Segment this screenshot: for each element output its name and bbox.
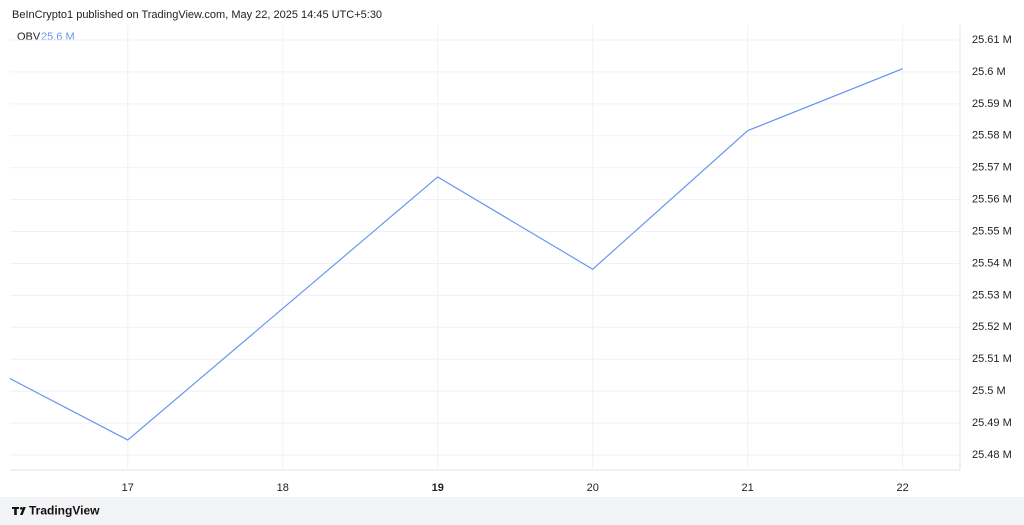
y-tick-label: 25.52 M bbox=[972, 321, 1012, 333]
legend-name: OBV bbox=[17, 31, 41, 43]
x-tick-label: 20 bbox=[587, 482, 599, 494]
plot bbox=[10, 68, 903, 441]
x-tick-label: 19 bbox=[432, 482, 444, 494]
y-tick-label: 25.54 M bbox=[972, 257, 1012, 269]
y-tick-label: 25.49 M bbox=[972, 417, 1012, 429]
y-tick-label: 25.5 M bbox=[972, 385, 1006, 397]
y-tick-label: 25.61 M bbox=[972, 34, 1012, 46]
y-tick-label: 25.58 M bbox=[972, 130, 1012, 142]
header-text: BeInCrypto1 published on TradingView.com… bbox=[12, 9, 382, 21]
y-tick-label: 25.55 M bbox=[972, 225, 1012, 237]
y-tick-label: 25.59 M bbox=[972, 98, 1012, 110]
y-tick-label: 25.56 M bbox=[972, 194, 1012, 206]
y-tick-label: 25.6 M bbox=[972, 66, 1006, 78]
legend-value: 25.6 M bbox=[41, 31, 75, 43]
x-tick-label: 17 bbox=[122, 482, 134, 494]
brand-logo bbox=[11, 507, 26, 515]
footer bbox=[0, 497, 1024, 525]
grid bbox=[10, 25, 960, 470]
y-tick-label: 25.51 M bbox=[972, 353, 1012, 365]
data-line bbox=[10, 68, 903, 441]
x-tick-label: 22 bbox=[897, 482, 909, 494]
x-tick-label: 18 bbox=[277, 482, 289, 494]
y-tick-label: 25.53 M bbox=[972, 289, 1012, 301]
y-tick-label: 25.48 M bbox=[972, 449, 1012, 461]
brand-name: TradingView bbox=[29, 504, 100, 518]
y-tick-label: 25.57 M bbox=[972, 162, 1012, 174]
x-tick-label: 21 bbox=[742, 482, 754, 494]
